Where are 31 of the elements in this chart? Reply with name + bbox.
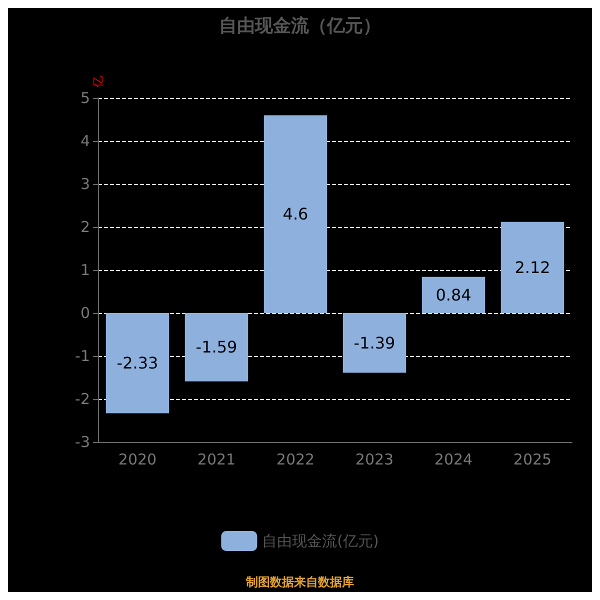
bar [500,222,564,313]
bar [184,313,248,382]
bar [422,276,486,313]
x-tick-label: 2024 [434,450,473,468]
bar [264,115,328,313]
y-axis-title: 亿 [91,76,105,89]
y-tick-label: -2 [75,390,90,408]
data-label: -1.39 [354,333,396,352]
y-tick-label: 2 [80,218,90,236]
y-tick-label: 4 [80,132,90,150]
y-tick-label: -1 [75,347,90,365]
legend-label: 自由现金流(亿元) [262,532,379,550]
text: 制图数据来自数据库 [245,575,354,589]
y-tick-label: 0 [80,304,90,322]
bar [106,313,170,414]
y-tick-label: -3 [75,433,90,451]
bar [342,313,406,373]
y-tick-label: 5 [80,89,90,107]
x-tick-label: 2022 [276,450,315,468]
data-label: -2.33 [116,354,158,373]
data-label: 2.12 [514,258,550,277]
y-tick-label: 1 [80,261,90,279]
data-label: 4.6 [282,204,308,224]
data-label: -1.59 [196,338,238,357]
x-tick-label: 2025 [513,450,552,468]
x-tick-label: 2023 [355,450,394,468]
x-tick-label: 2021 [197,450,236,468]
x-tick-label: 2020 [118,450,157,468]
chart-title: 自由现金流（亿元） [219,16,381,36]
data-label: 0.84 [436,285,472,304]
y-tick-label: 3 [80,175,90,193]
